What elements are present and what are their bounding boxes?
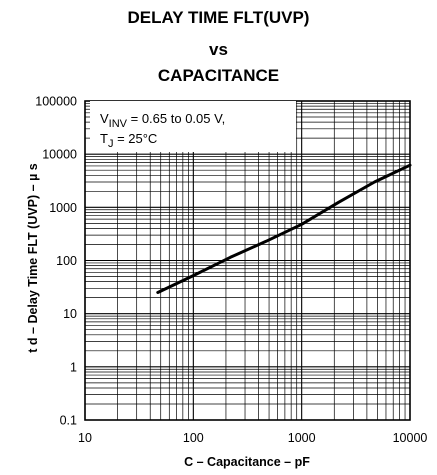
y-tick-label: 10 [63,307,77,321]
y-tick-label: 10000 [42,148,77,162]
x-tick-label: 10000 [393,431,428,445]
chart-title-line-3: CAPACITANCE [157,66,280,85]
x-tick-label: 1000 [288,431,316,445]
y-tick-label: 1000 [49,201,77,215]
annotation-box: VINV = 0.65 to 0.05 V, TJ = 25°C [90,101,296,152]
annotation-v-text: = 0.65 to 0.05 V, [127,111,225,126]
x-axis-label: C – Capacitance – pF [184,455,310,469]
annotation-line-1: VINV = 0.65 to 0.05 V, [100,111,225,130]
y-axis-label: t d – Delay Time FLT (UVP) – µ s [26,163,40,352]
y-tick-label: 0.1 [60,414,77,428]
annotation-t-text: = 25°C [113,131,157,146]
annotation-v-sub: INV [109,118,128,130]
y-tick-labels: 0.1 1 10 100 1000 10000 100000 [35,95,77,428]
y-tick-label: 1 [70,360,77,374]
x-tick-labels: 10 100 1000 10000 [78,431,427,445]
chart-title-line-1: DELAY TIME FLT(UVP) [127,8,310,27]
chart-title-line-2: vs [209,40,228,59]
x-tick-label: 10 [78,431,92,445]
annotation-background [90,101,296,152]
annotation-line-2: TJ = 25°C [100,131,157,150]
y-tick-label: 100000 [35,95,77,109]
annotation-t: T [100,131,108,146]
annotation-t-sub: J [108,138,114,150]
series-group [156,163,412,294]
annotation-v: V [100,111,109,126]
x-tick-label: 100 [183,431,204,445]
series-line [156,163,412,294]
y-tick-label: 100 [56,254,77,268]
